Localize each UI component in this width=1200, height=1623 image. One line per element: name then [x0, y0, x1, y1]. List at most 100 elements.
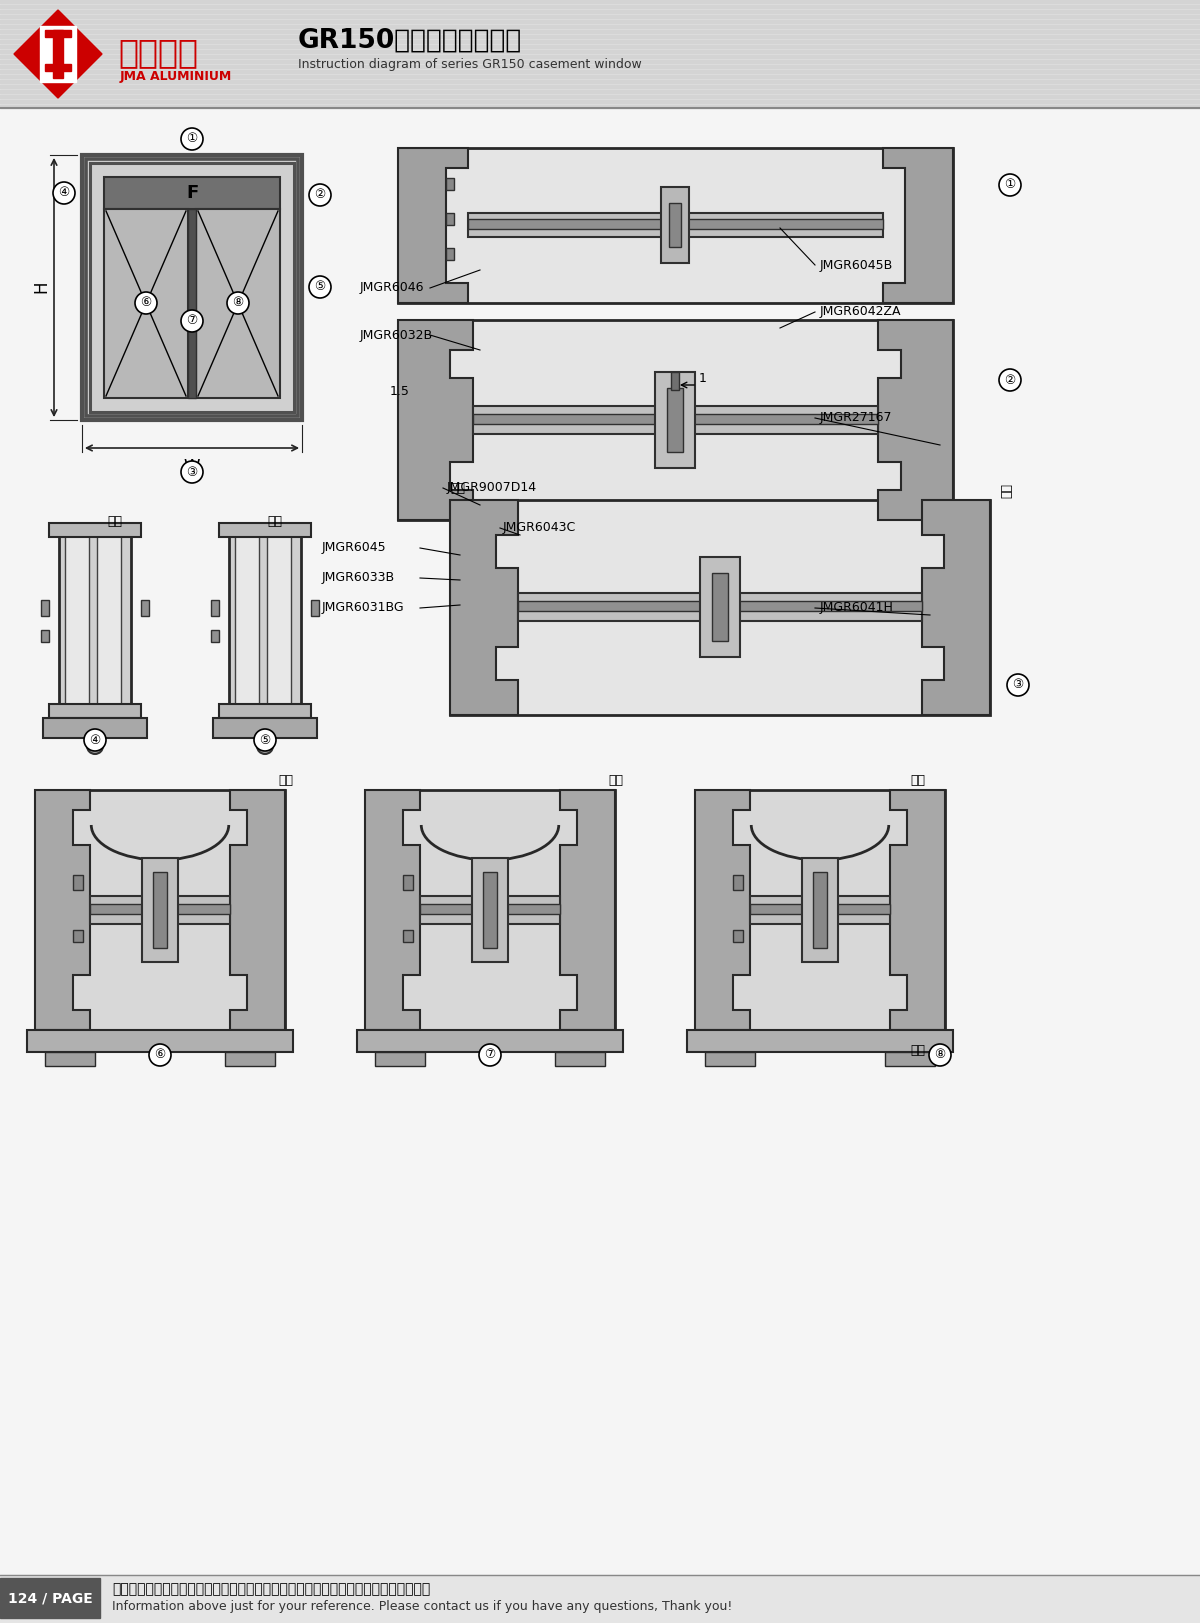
Bar: [750, 904, 890, 914]
Polygon shape: [230, 790, 286, 1031]
Bar: [0, 101, 1200, 102]
Bar: [814, 872, 827, 948]
Bar: [0, 89, 1200, 93]
Bar: [446, 179, 454, 190]
Circle shape: [181, 461, 203, 484]
Circle shape: [134, 292, 157, 313]
Text: 室内: 室内: [268, 514, 282, 527]
Text: JMGR6045B: JMGR6045B: [820, 258, 893, 271]
Bar: [41, 630, 49, 643]
Text: JMGR6032B: JMGR6032B: [360, 328, 433, 341]
Bar: [104, 177, 280, 209]
Bar: [365, 790, 616, 1031]
Bar: [671, 372, 679, 390]
Bar: [220, 704, 311, 717]
Text: ④: ④: [89, 734, 101, 747]
Bar: [468, 219, 883, 229]
Bar: [518, 592, 922, 622]
Bar: [46, 29, 71, 37]
Text: ⑥: ⑥: [140, 297, 151, 310]
Text: JMA ALUMINIUM: JMA ALUMINIUM: [120, 70, 233, 83]
Bar: [661, 187, 689, 263]
Bar: [0, 29, 1200, 32]
Bar: [86, 159, 298, 415]
Bar: [229, 523, 301, 717]
Circle shape: [254, 729, 276, 751]
Bar: [468, 213, 883, 237]
Bar: [0, 0, 1200, 3]
Bar: [142, 859, 178, 962]
Bar: [700, 557, 740, 657]
Text: 室内: 室内: [278, 774, 293, 787]
Bar: [266, 531, 292, 709]
Bar: [0, 96, 1200, 97]
Bar: [0, 36, 1200, 37]
Bar: [97, 531, 121, 709]
Bar: [446, 248, 454, 260]
Bar: [82, 156, 302, 420]
Bar: [235, 531, 259, 709]
Bar: [220, 523, 311, 537]
Bar: [398, 148, 953, 304]
Bar: [712, 573, 728, 641]
Text: JMGR6042ZA: JMGR6042ZA: [820, 305, 901, 318]
Bar: [311, 601, 319, 617]
Text: 室内: 室内: [108, 514, 122, 527]
Bar: [211, 601, 220, 617]
Bar: [73, 930, 83, 941]
Text: ⑦: ⑦: [186, 315, 198, 328]
Bar: [473, 406, 878, 433]
Bar: [358, 1031, 623, 1052]
Bar: [667, 388, 683, 451]
Bar: [211, 630, 220, 643]
Bar: [0, 75, 1200, 78]
Bar: [43, 717, 148, 738]
Bar: [0, 105, 1200, 107]
Bar: [0, 10, 1200, 13]
Circle shape: [149, 1044, 172, 1066]
Text: 室内: 室内: [608, 774, 623, 787]
Bar: [750, 896, 890, 923]
Text: ⑧: ⑧: [935, 1048, 946, 1061]
Bar: [40, 26, 76, 83]
Bar: [154, 872, 167, 948]
Text: ②: ②: [314, 188, 325, 201]
Bar: [49, 704, 142, 717]
Text: ①: ①: [186, 133, 198, 146]
Bar: [49, 523, 142, 537]
Circle shape: [310, 276, 331, 299]
Bar: [802, 859, 838, 962]
Text: 1.5: 1.5: [390, 385, 410, 398]
Bar: [46, 1052, 95, 1066]
Circle shape: [998, 174, 1021, 196]
Bar: [46, 63, 71, 71]
Polygon shape: [35, 790, 90, 1031]
Circle shape: [1007, 674, 1030, 696]
Polygon shape: [890, 790, 946, 1031]
Bar: [482, 872, 497, 948]
Text: Information above just for your reference. Please contact us if you have any que: Information above just for your referenc…: [112, 1600, 732, 1613]
Text: ⑧: ⑧: [233, 297, 244, 310]
Bar: [188, 209, 196, 398]
Text: JMGR6031BG: JMGR6031BG: [322, 602, 404, 615]
Bar: [374, 1052, 425, 1066]
Circle shape: [998, 368, 1021, 391]
Bar: [0, 0, 1200, 109]
Bar: [214, 717, 317, 738]
Bar: [686, 1031, 953, 1052]
Bar: [398, 320, 953, 519]
Polygon shape: [398, 320, 473, 519]
Text: ②: ②: [1004, 373, 1015, 386]
Polygon shape: [365, 790, 420, 1031]
Text: 室外: 室外: [88, 732, 102, 745]
Bar: [0, 45, 1200, 47]
Polygon shape: [695, 790, 750, 1031]
Polygon shape: [560, 790, 616, 1031]
Text: JMGR6033B: JMGR6033B: [322, 571, 395, 584]
Text: ⑤: ⑤: [259, 734, 271, 747]
Bar: [53, 29, 64, 78]
Bar: [420, 904, 560, 914]
Text: JMGR6041H: JMGR6041H: [820, 602, 894, 615]
Polygon shape: [398, 148, 468, 304]
Bar: [446, 213, 454, 226]
